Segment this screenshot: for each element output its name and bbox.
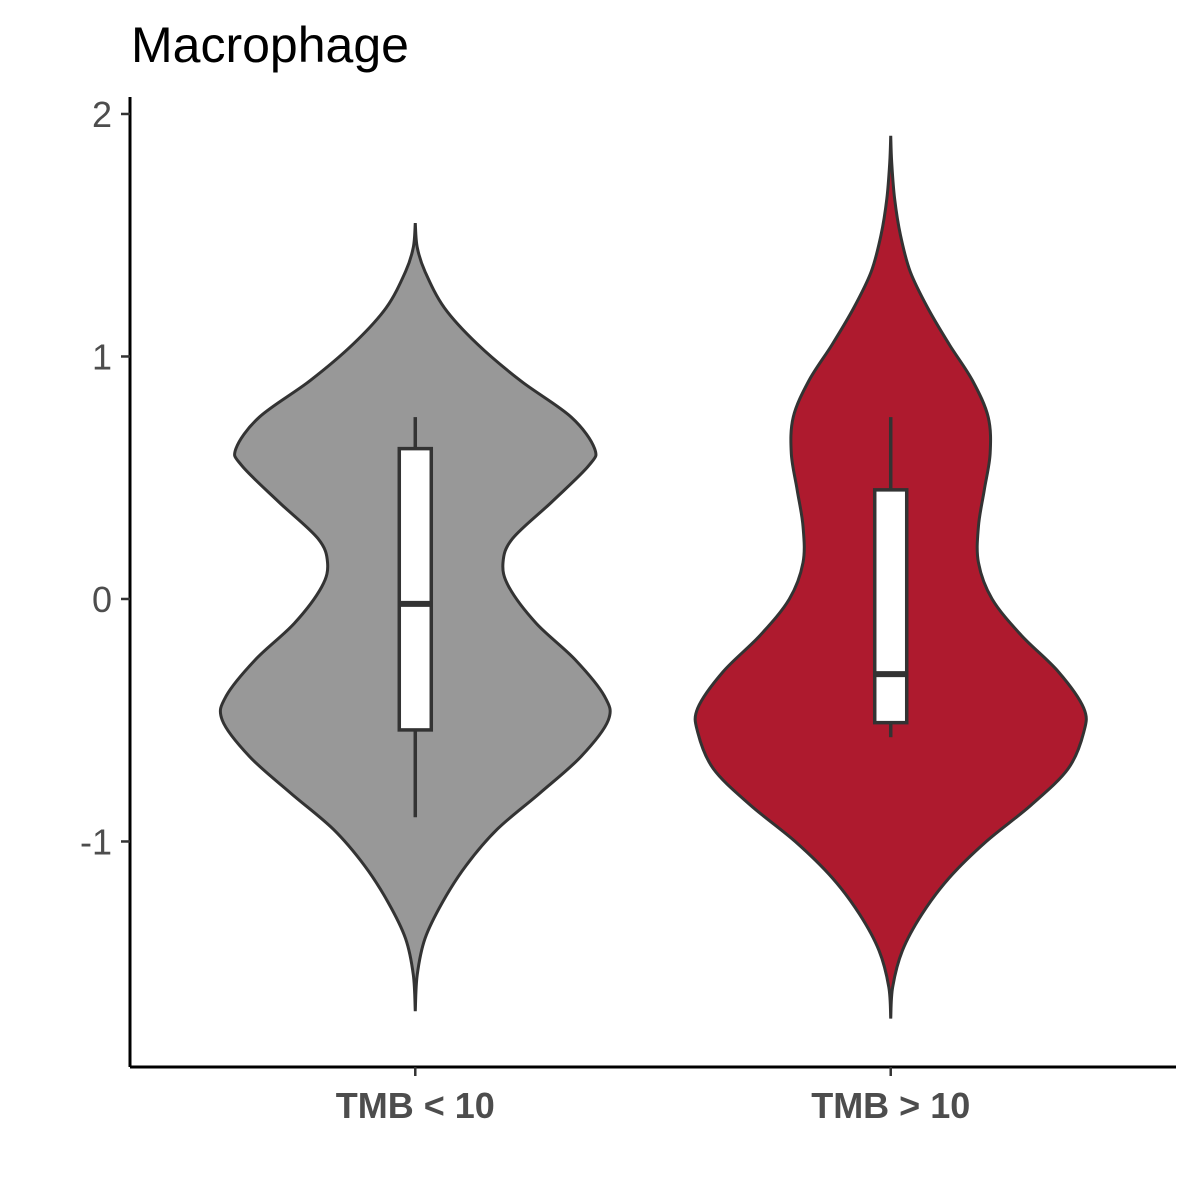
y-tick-label-1: -1	[80, 821, 112, 862]
chart-title: Macrophage	[131, 17, 409, 73]
x-tick-label-1: TMB < 10	[336, 1085, 495, 1126]
y-tick-label-4: 2	[92, 94, 112, 135]
axes: TMB < 10 TMB > 10 -1 0 1 2	[80, 94, 970, 1126]
y-tick-label-3: 1	[92, 336, 112, 377]
box-2	[872, 488, 909, 725]
y-tick-label-2: 0	[92, 579, 112, 620]
x-tick-label-2: TMB > 10	[811, 1085, 970, 1126]
box-1	[397, 446, 434, 732]
plot-area	[218, 135, 1088, 1019]
